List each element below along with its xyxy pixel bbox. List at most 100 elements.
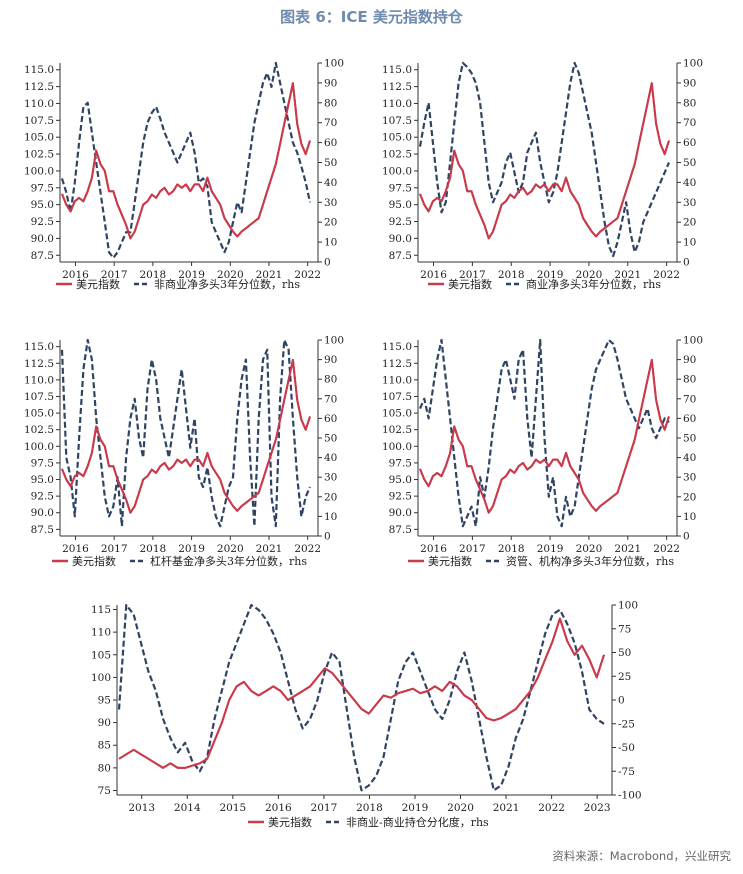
y-right-tick-label: 60: [683, 413, 696, 425]
y-left-tick-label: 97.5: [389, 457, 412, 469]
y-left-tick-label: 92.5: [389, 491, 412, 503]
usd-index-line-overlay: [118, 617, 605, 769]
y-left-tick-label: 115: [91, 604, 111, 616]
y-left-tick-label: 90.0: [31, 507, 54, 519]
x-tick-label: 2020: [447, 802, 474, 814]
x-tick-label: 2019: [402, 802, 429, 814]
y-left-tick-label: 95.0: [31, 474, 54, 486]
x-tick-label: 2020: [217, 269, 244, 281]
y-left-tick-label: 100.0: [382, 165, 412, 177]
y-right-tick-label: 90: [324, 77, 337, 89]
y-left-tick-label: 107.5: [24, 391, 54, 403]
y-right-tick-label: 100: [324, 58, 344, 70]
x-tick-label: 2022: [294, 269, 321, 281]
y-left-tick-label: 115.0: [382, 64, 412, 76]
y-right-tick-label: 40: [683, 177, 696, 189]
y-left-tick-label: 80: [98, 762, 111, 774]
y-right-tick-label: 90: [324, 354, 337, 366]
source-note: 资料来源：Macrobond，兴业研究: [552, 849, 731, 863]
y-right-tick-label: 0: [324, 531, 331, 543]
y-left-tick-label: 100: [91, 672, 111, 684]
y-left-tick-label: 102.5: [24, 424, 54, 436]
y-right-tick-label: 50: [324, 433, 337, 445]
positioning-line: [418, 61, 671, 258]
y-left-tick-label: 95: [98, 695, 111, 707]
y-right-tick-label: 75: [618, 623, 631, 635]
y-left-tick-label: 90.0: [389, 507, 412, 519]
x-tick-label: 2013: [128, 802, 155, 814]
x-tick-label: 2016: [265, 802, 292, 814]
y-left-tick-label: 95.0: [389, 474, 412, 486]
y-left-tick-label: 92.5: [31, 216, 54, 228]
y-right-tick-label: 70: [683, 393, 696, 405]
legend-label-positioning: 商业净多头3年分位数，rhs: [526, 277, 661, 291]
x-tick-label: 2022: [294, 543, 321, 555]
y-right-tick-label: 20: [683, 217, 696, 229]
y-left-tick-label: 110.0: [382, 374, 412, 386]
y-left-tick-label: 102.5: [382, 149, 412, 161]
y-left-tick-label: 90.0: [389, 233, 412, 245]
y-right-tick-label: 25: [618, 671, 631, 683]
x-tick-label: 2020: [576, 269, 603, 281]
positioning-line: [117, 603, 605, 792]
y-right-tick-label: 10: [683, 511, 696, 523]
y-left-tick-label: 115.0: [24, 64, 54, 76]
y-left-tick-label: 100.0: [24, 441, 54, 453]
y-left-tick-label: 115.0: [24, 341, 54, 353]
y-left-tick-label: 115.0: [382, 341, 412, 353]
y-left-tick-label: 90.0: [31, 233, 54, 245]
y-left-tick-label: 90: [98, 717, 111, 729]
y-right-tick-label: 70: [683, 117, 696, 129]
x-tick-label: 2018: [498, 269, 525, 281]
usd-index-line: [118, 617, 605, 769]
y-right-tick-label: 80: [683, 97, 696, 109]
x-tick-label: 2017: [459, 543, 486, 555]
y-right-tick-label: 100: [618, 600, 638, 612]
y-right-tick-label: 100: [324, 335, 344, 347]
y-left-tick-label: 112.5: [382, 81, 412, 93]
usd-index-line-overlay: [61, 358, 311, 514]
x-tick-label: 2020: [576, 543, 603, 555]
y-left-tick-label: 97.5: [389, 182, 412, 194]
y-left-tick-label: 105.0: [382, 408, 412, 420]
y-left-tick-label: 112.5: [24, 358, 54, 370]
x-tick-label: 2015: [219, 802, 246, 814]
y-right-tick-label: 50: [683, 157, 696, 169]
x-tick-label: 2021: [614, 269, 641, 281]
y-right-tick-label: 50: [683, 433, 696, 445]
x-tick-label: 2019: [537, 269, 564, 281]
y-right-tick-label: 70: [324, 117, 337, 129]
y-right-tick-label: -25: [618, 718, 635, 730]
usd-index-line-overlay: [419, 358, 670, 514]
x-tick-label: 2019: [178, 543, 205, 555]
y-right-tick-label: 80: [683, 374, 696, 386]
y-right-tick-label: 0: [324, 257, 331, 269]
positioning-line: [60, 338, 312, 528]
y-right-tick-label: 0: [683, 531, 690, 543]
y-left-tick-label: 112.5: [24, 81, 54, 93]
y-left-tick-label: 107.5: [382, 115, 412, 127]
legend-label-usd: 美元指数: [428, 554, 472, 568]
y-right-tick-label: -75: [618, 766, 635, 778]
x-tick-label: 2021: [256, 543, 283, 555]
y-right-tick-label: 10: [324, 237, 337, 249]
x-tick-label: 2022: [653, 543, 680, 555]
y-right-tick-label: 50: [324, 157, 337, 169]
y-left-tick-label: 100.0: [382, 441, 412, 453]
y-right-tick-label: 30: [324, 197, 337, 209]
y-left-tick-label: 87.5: [31, 524, 54, 536]
x-tick-label: 2017: [311, 802, 338, 814]
x-tick-label: 2022: [538, 802, 565, 814]
legend-label-usd: 美元指数: [268, 815, 312, 829]
x-tick-label: 2017: [459, 269, 486, 281]
y-right-tick-label: 70: [324, 393, 337, 405]
x-tick-label: 2018: [498, 543, 525, 555]
y-left-tick-label: 102.5: [382, 424, 412, 436]
x-tick-label: 2017: [101, 269, 128, 281]
y-left-tick-label: 110.0: [24, 374, 54, 386]
positioning-line: [418, 338, 670, 528]
y-left-tick-label: 107.5: [382, 391, 412, 403]
y-left-tick-label: 105.0: [24, 408, 54, 420]
